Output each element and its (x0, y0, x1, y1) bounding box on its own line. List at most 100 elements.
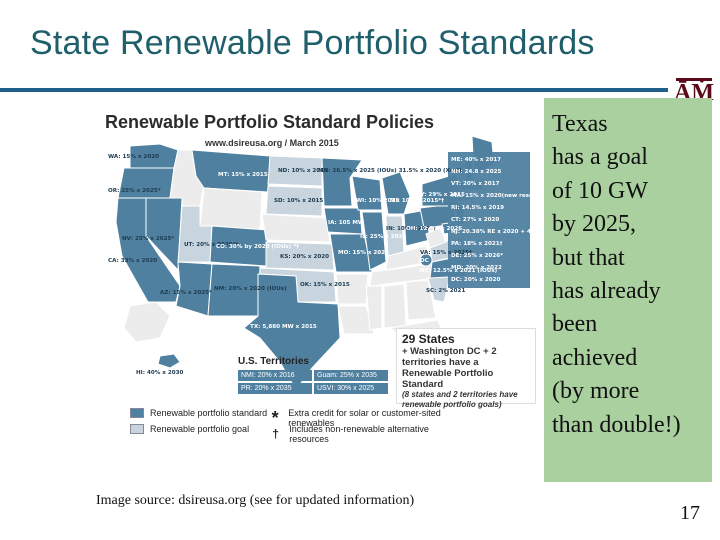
state-IL (361, 211, 387, 271)
dagger-symbol: † (272, 427, 279, 441)
label-NV: NV: 25% x 2025* (122, 236, 174, 242)
label-SC: SC: 2% 2021 (426, 288, 465, 294)
state-HI (157, 353, 181, 369)
state-MI (381, 171, 411, 215)
territory-item: NMI: 20% x 2016 (238, 370, 312, 381)
state-WY (199, 187, 263, 231)
state-DC (419, 253, 433, 267)
northeast-state-label: CT: 27% x 2020 (451, 217, 499, 223)
legend-dagger: † Includes non-renewable alternative res… (270, 424, 460, 444)
summary-box: 29 States + Washington DC + 2 territorie… (396, 328, 536, 409)
label-ND: ND: 10% x 2015 (278, 168, 328, 174)
label-VA: VA: 15% x 2025† (420, 250, 472, 256)
northeast-state-label: PA: 18% x 2021† (451, 241, 503, 247)
state-WI (351, 175, 383, 211)
legend-dagger-label: Includes non-renewable alternative resou… (289, 424, 429, 444)
label-MO: MO: 15% x 2021 (338, 250, 389, 256)
northeast-state-label: NH: 24.8 x 2025 (451, 169, 502, 175)
state-GA (405, 279, 437, 321)
state-KS (265, 241, 335, 271)
territory-item: USVI: 30% x 2025 (314, 383, 388, 394)
state-AK (123, 301, 171, 343)
label-OK: OK: 15% x 2015 (300, 282, 350, 288)
image-source-caption: Image source: dsireusa.org (see for upda… (96, 493, 415, 508)
label-TX: TX: 5,880 MW x 2015 (250, 324, 317, 330)
northeast-state-label: NJ: 20.38% RE x 2020 + 4.1% so… (451, 229, 540, 235)
label-IL: IL: 25% x 2026 (360, 234, 406, 240)
state-AL (383, 283, 407, 329)
state-AZ (175, 261, 213, 317)
label-MI: MI: 10% x 2015*† (390, 198, 444, 204)
legend-goal-label: Renewable portfolio goal (150, 424, 250, 434)
northeast-state-label: ME: 40% x 2017 (451, 157, 501, 163)
map-source: www.dsireusa.org / March 2015 (205, 138, 339, 148)
note-line: of 10 GW (552, 177, 648, 204)
texas-note-panel: Texas has a goal of 10 GW by 2025, but t… (544, 98, 712, 482)
state-NE (261, 213, 331, 243)
note-line: achieved (552, 344, 638, 371)
us-states-map: WA: 15% x 2020 OR: 25% x 2025* CA: 33% x… (108, 135, 540, 391)
label-CA: CA: 33% x 2020 (108, 258, 157, 264)
university-logo: ĀṀ (672, 76, 716, 106)
summary-note: (8 states and 2 territories have renewab… (402, 390, 518, 409)
us-territories-panel: U.S. Territories NMI: 20% x 2016 Guam: 2… (238, 356, 388, 402)
label-HI: HI: 40% x 2030 (136, 370, 184, 376)
label-AZ: AZ: 15% x 2025* (160, 290, 212, 296)
summary-headline: 29 States (402, 332, 455, 346)
northeast-state-label: DE: 25% x 2026* (451, 253, 503, 259)
northeast-state-label: VT: 20% x 2017 (451, 181, 500, 187)
northeast-state-label: RI: 14.5% x 2019 (451, 205, 504, 211)
label-NY: NY: 29% x 2015 (416, 192, 465, 198)
label-IA: IA: 105 MW (328, 220, 364, 226)
northeast-state-label: MD: 20% x 2022 (451, 265, 502, 271)
state-WV (425, 227, 447, 249)
legend-goal: Renewable portfolio goal (130, 424, 249, 434)
label-WA: WA: 15% x 2020 (108, 154, 159, 160)
label-MN: MN: 26.5% x 2025 (IOUs) 31.5% x 2020 (Xc… (318, 168, 462, 174)
label-MT: MT: 15% x 2015 (218, 172, 268, 178)
label-NM: NM: 20% x 2020 (IOUs) (214, 286, 287, 292)
label-WI: WI: 10% 2015 (356, 198, 399, 204)
legend-standard-label: Renewable portfolio standard (150, 408, 268, 418)
legend-star: * Extra credit for solar or customer-sit… (270, 408, 460, 428)
legend-star-label: Extra credit for solar or customer-sited… (288, 408, 441, 428)
label-SD: SD: 10% x 2015 (274, 198, 323, 204)
map-title: Renewable Portfolio Standard Policies (105, 112, 435, 132)
label-NC: NC: 12.5% x 2021 (IOUs) (420, 268, 498, 274)
note-line: has a goal (552, 144, 648, 171)
note-line: than double!) (552, 411, 681, 438)
label-OH: OH: 12.5% x 2026 (406, 226, 462, 232)
label-CO: CO: 30% by 2020 (IOUs) *† (216, 244, 299, 250)
label-KS: KS: 20% x 2020 (280, 254, 329, 260)
note-line: Texas (552, 111, 608, 137)
map-legend: Renewable portfolio standard Renewable p… (130, 406, 460, 444)
northeast-state-label: MA: 15% x 2020(new resources) … (451, 193, 540, 199)
legend-standard: Renewable portfolio standard (130, 408, 267, 418)
label-UT: UT: 20% x 2025*† (184, 242, 239, 248)
state-ND (267, 155, 323, 187)
rps-map-figure: WA: 15% x 2020 OR: 25% x 2025* CA: 33% x… (100, 106, 540, 446)
territories-title: U.S. Territories (238, 356, 309, 367)
label-IN: IN: 10% x 2025† (386, 226, 436, 232)
label-OR: OR: 25% x 2025* (108, 188, 161, 194)
territory-item: Guam: 25% x 2035 (314, 370, 388, 381)
state-MN (321, 157, 363, 207)
note-line: (by more (552, 378, 640, 405)
note-line: been (552, 311, 598, 338)
state-SD (265, 185, 323, 217)
star-symbol: * (271, 408, 279, 428)
northeast-state-label: DC: 20% x 2020 (451, 277, 501, 283)
legend-goal-swatch (130, 424, 144, 434)
state-LA (337, 305, 375, 335)
note-line: but that (552, 244, 625, 271)
page-number: 17 (680, 502, 700, 524)
state-MT (191, 149, 271, 193)
title-divider (0, 88, 668, 92)
slide-title: State Renewable Portfolio Standards (30, 24, 595, 62)
state-MS (365, 285, 383, 331)
label-DC: DC (420, 258, 429, 264)
state-AR (335, 273, 369, 305)
note-line: has already (552, 278, 661, 305)
legend-standard-swatch (130, 408, 144, 418)
note-line: by 2025, (552, 211, 636, 238)
